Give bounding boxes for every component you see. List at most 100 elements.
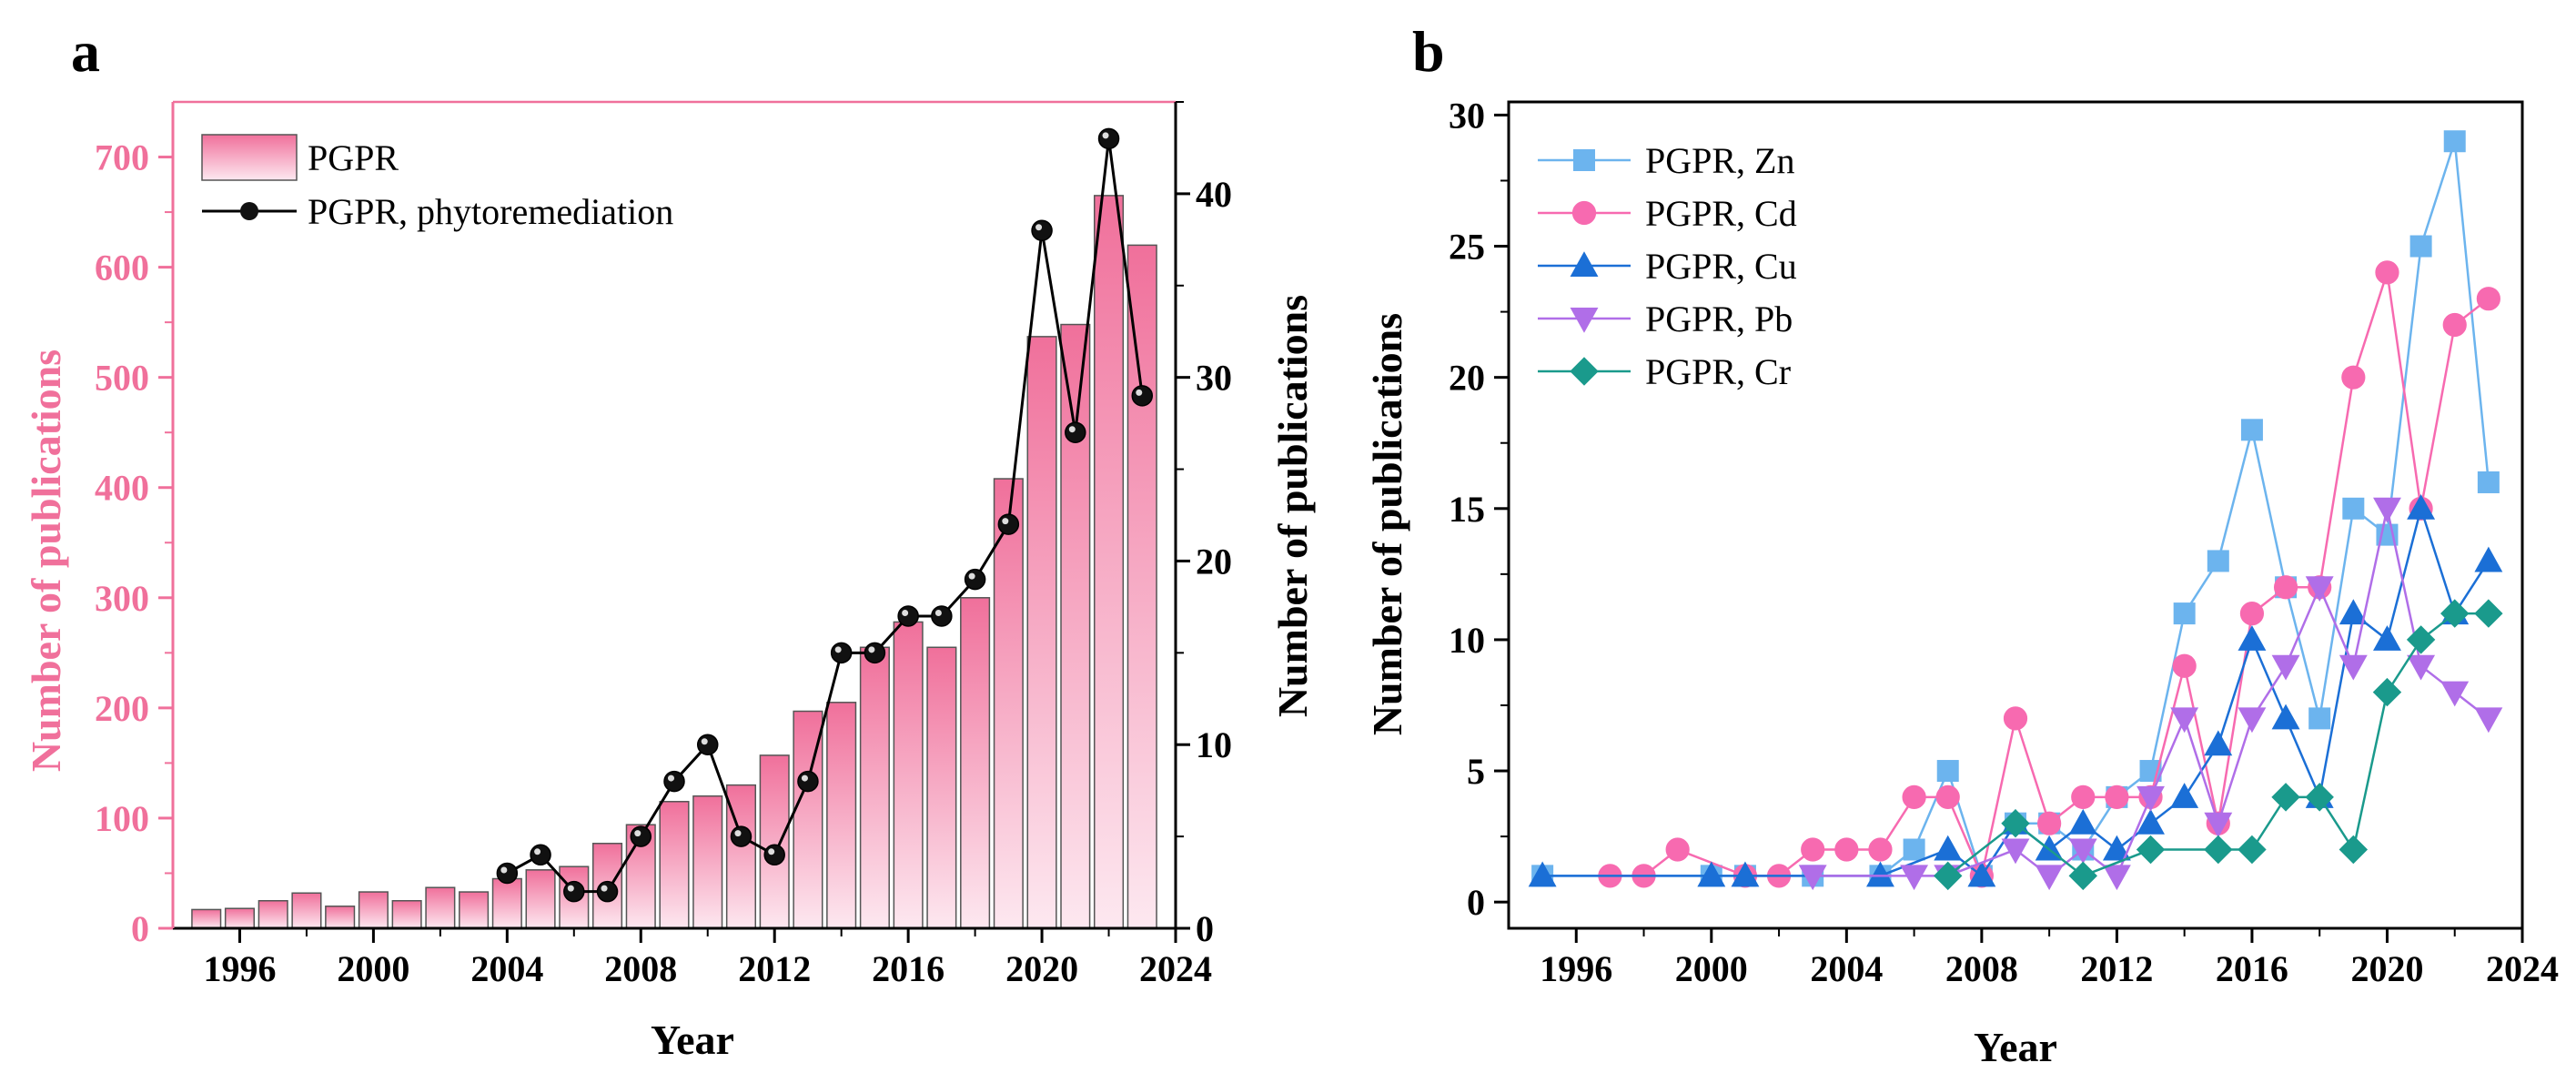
point-phyto-highlight-2017 (934, 609, 942, 616)
point-phyto-2018 (964, 568, 986, 591)
point-phyto-highlight-2023 (1136, 389, 1143, 396)
point-pgpr-cu-2014 (2170, 783, 2199, 808)
point-phyto-highlight-2013 (801, 774, 808, 782)
point-pgpr-cr-2022 (2440, 599, 2470, 628)
point-pgpr-cd-2004 (1834, 837, 1859, 862)
ytick-label-b-15: 15 (1449, 489, 1485, 530)
point-phyto-highlight-2022 (1102, 132, 1109, 139)
legend-marker-phyto (240, 202, 258, 220)
point-phyto-2007 (596, 880, 619, 903)
bar-pgpr-2001 (391, 899, 422, 929)
point-pgpr-zn-2018 (2308, 707, 2331, 730)
point-pgpr-cu-2007 (1934, 835, 1963, 861)
point-phyto-highlight-2011 (734, 830, 742, 837)
point-pgpr-cd-2019 (2341, 365, 2366, 390)
ytick-label-b-10: 10 (1449, 620, 1485, 661)
point-pgpr-pb-2012 (2102, 865, 2131, 891)
y-axis-title-a: Number of publications (23, 349, 69, 772)
point-phyto-2020 (1031, 219, 1053, 241)
point-phyto-2012 (763, 844, 785, 866)
point-pgpr-pb-2009 (2001, 838, 2030, 865)
legend-marker-pgpr-zn (1573, 149, 1595, 171)
point-pgpr-cu-2005 (1866, 861, 1894, 887)
point-pgpr-cu-2017 (2271, 703, 2300, 730)
point-pgpr-cr-2009 (2001, 808, 2030, 838)
bar-pgpr-1996 (224, 907, 256, 929)
point-pgpr-cr-2017 (2271, 783, 2300, 812)
point-pgpr-cd-2012 (2105, 784, 2129, 809)
point-phyto-2019 (997, 513, 1020, 535)
point-pgpr-pb-2006 (1900, 865, 1929, 891)
legend-marker-pgpr-cr (1570, 357, 1599, 386)
point-pgpr-zn-2007 (1936, 760, 1959, 783)
legend-marker-pgpr-cd (1571, 200, 1597, 226)
bar-pgpr-2016 (893, 621, 924, 929)
point-pgpr-pb-2021 (2407, 654, 2436, 681)
point-pgpr-cd-2011 (2071, 784, 2096, 809)
ytick-label-a-100: 100 (95, 798, 149, 839)
point-phyto-highlight-2010 (701, 738, 708, 745)
point-pgpr-cd-2023 (2476, 287, 2500, 311)
point-pgpr-zn-2016 (2240, 419, 2263, 441)
point-pgpr-cr-2020 (2372, 677, 2402, 707)
point-pgpr-cu-2013 (2137, 808, 2165, 835)
bar-pgpr-2017 (926, 646, 957, 929)
point-pgpr-zn-2019 (2342, 497, 2365, 520)
point-pgpr-pb-2014 (2170, 707, 2199, 734)
point-pgpr-cd-2017 (2273, 575, 2298, 600)
bar-pgpr-2012 (759, 754, 790, 929)
point-pgpr-cd-2003 (1801, 837, 1825, 862)
ytick-right-label-a-0: 0 (1196, 908, 1214, 949)
legend-label-pgpr-cd: PGPR, Cd (1645, 193, 1797, 234)
bar-pgpr-1995 (191, 908, 222, 929)
point-phyto-2022 (1097, 127, 1120, 150)
point-pgpr-cu-2019 (2339, 599, 2368, 625)
point-pgpr-zn-2015 (2207, 550, 2229, 572)
point-phyto-highlight-2006 (567, 885, 574, 892)
point-phyto-2010 (696, 734, 719, 755)
point-pgpr-cd-2005 (1868, 837, 1893, 862)
point-phyto-2017 (931, 605, 953, 627)
x-axis-title-a: Year (651, 1017, 734, 1063)
point-phyto-2008 (630, 825, 652, 847)
point-pgpr-pb-2011 (2068, 838, 2097, 865)
point-pgpr-cu-2001 (1731, 861, 1760, 887)
ytick-right-label-a-30: 30 (1196, 358, 1232, 399)
point-pgpr-pb-2022 (2440, 681, 2470, 707)
legend-label-phyto: PGPR, phytoremediation (308, 191, 673, 232)
point-pgpr-cu-2012 (2102, 835, 2131, 861)
bar-pgpr-2000 (358, 891, 389, 929)
bar-pgpr-2022 (1093, 195, 1125, 929)
point-pgpr-cd-2007 (1935, 784, 1960, 809)
y-axis-title-b: Number of publications (1364, 313, 1410, 735)
bar-pgpr-2015 (859, 646, 890, 929)
ytick-label-a-0: 0 (131, 908, 149, 949)
legend-label-pgpr: PGPR (308, 137, 399, 178)
point-pgpr-pb-2016 (2238, 707, 2267, 734)
point-phyto-highlight-2014 (834, 646, 842, 653)
point-pgpr-cd-2010 (2037, 811, 2062, 835)
point-pgpr-pb-2010 (2035, 865, 2064, 891)
point-pgpr-pb-2018 (2305, 576, 2334, 602)
point-pgpr-cr-2019 (2339, 835, 2369, 865)
point-phyto-highlight-2007 (601, 885, 608, 892)
point-pgpr-cu-2000 (1697, 861, 1726, 887)
ytick-label-a-600: 600 (95, 248, 149, 288)
point-pgpr-cr-2023 (2474, 599, 2503, 628)
point-phyto-2006 (563, 880, 585, 903)
bar-pgpr-2004 (491, 877, 522, 929)
point-pgpr-pb-2019 (2339, 654, 2368, 681)
point-phyto-2023 (1131, 385, 1154, 407)
point-pgpr-cr-2007 (1934, 861, 1963, 891)
point-phyto-highlight-2004 (500, 866, 508, 874)
x-axis-title-b: Year (1974, 1024, 2057, 1070)
point-phyto-highlight-2016 (902, 609, 909, 616)
bar-pgpr-2021 (1060, 323, 1091, 929)
ytick-label-b-30: 30 (1449, 95, 1485, 136)
point-pgpr-cu-2011 (2068, 808, 2097, 835)
point-pgpr-cu-1995 (1528, 861, 1557, 887)
bar-pgpr-2023 (1126, 244, 1157, 929)
point-pgpr-cd-2022 (2442, 312, 2467, 338)
bar-pgpr-1998 (291, 892, 322, 929)
